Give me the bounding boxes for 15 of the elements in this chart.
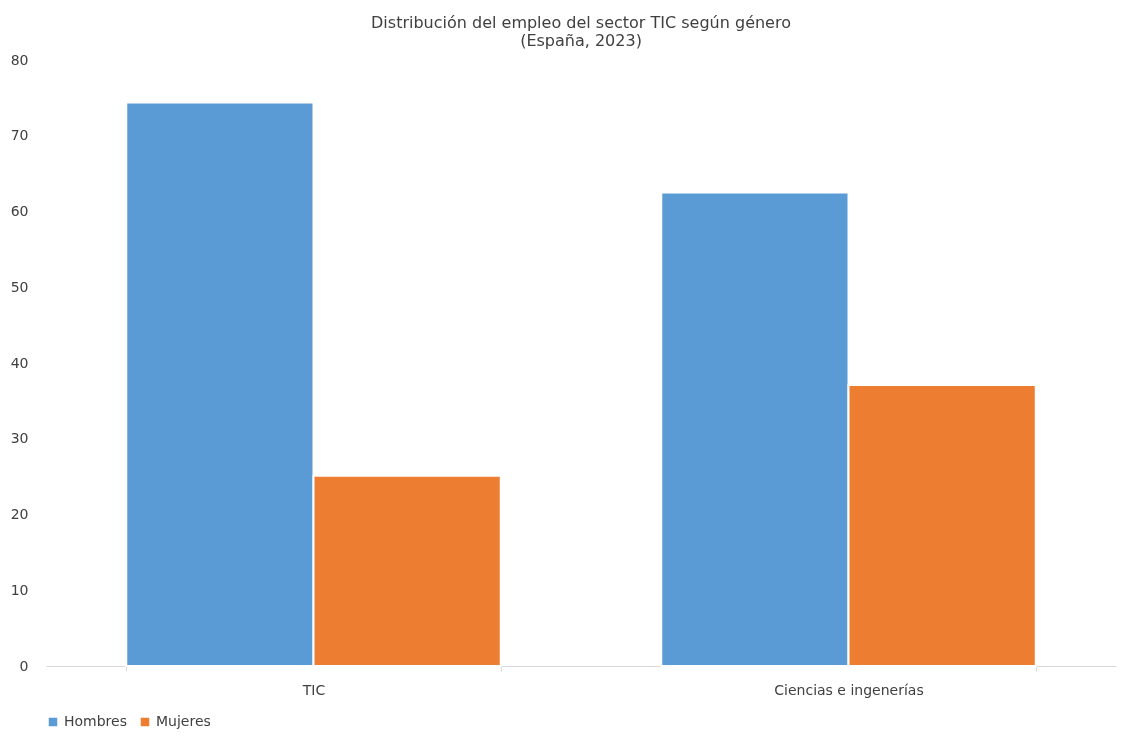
legend-label: Hombres [64, 713, 127, 729]
y-tick-label: 10 [10, 581, 29, 598]
y-tick-label: 70 [10, 127, 29, 144]
legend-label: Mujeres [156, 713, 211, 729]
text: Distribución del empleo del sector TIC según género [371, 13, 791, 32]
y-tick-label: 30 [10, 430, 29, 447]
y-tick-label: 60 [10, 203, 29, 219]
y-tick-label: 0 [19, 657, 29, 674]
y-tick-label: 40 [10, 354, 29, 371]
y-tick-label: 50 [10, 278, 29, 295]
text: (España, 2023) [520, 31, 642, 50]
y-tick-label: 80 [10, 51, 29, 68]
x-tick-label: Ciencias e ingenerías [774, 681, 924, 698]
y-tick-label: 20 [10, 506, 29, 522]
x-tick-label: TIC [301, 681, 326, 698]
